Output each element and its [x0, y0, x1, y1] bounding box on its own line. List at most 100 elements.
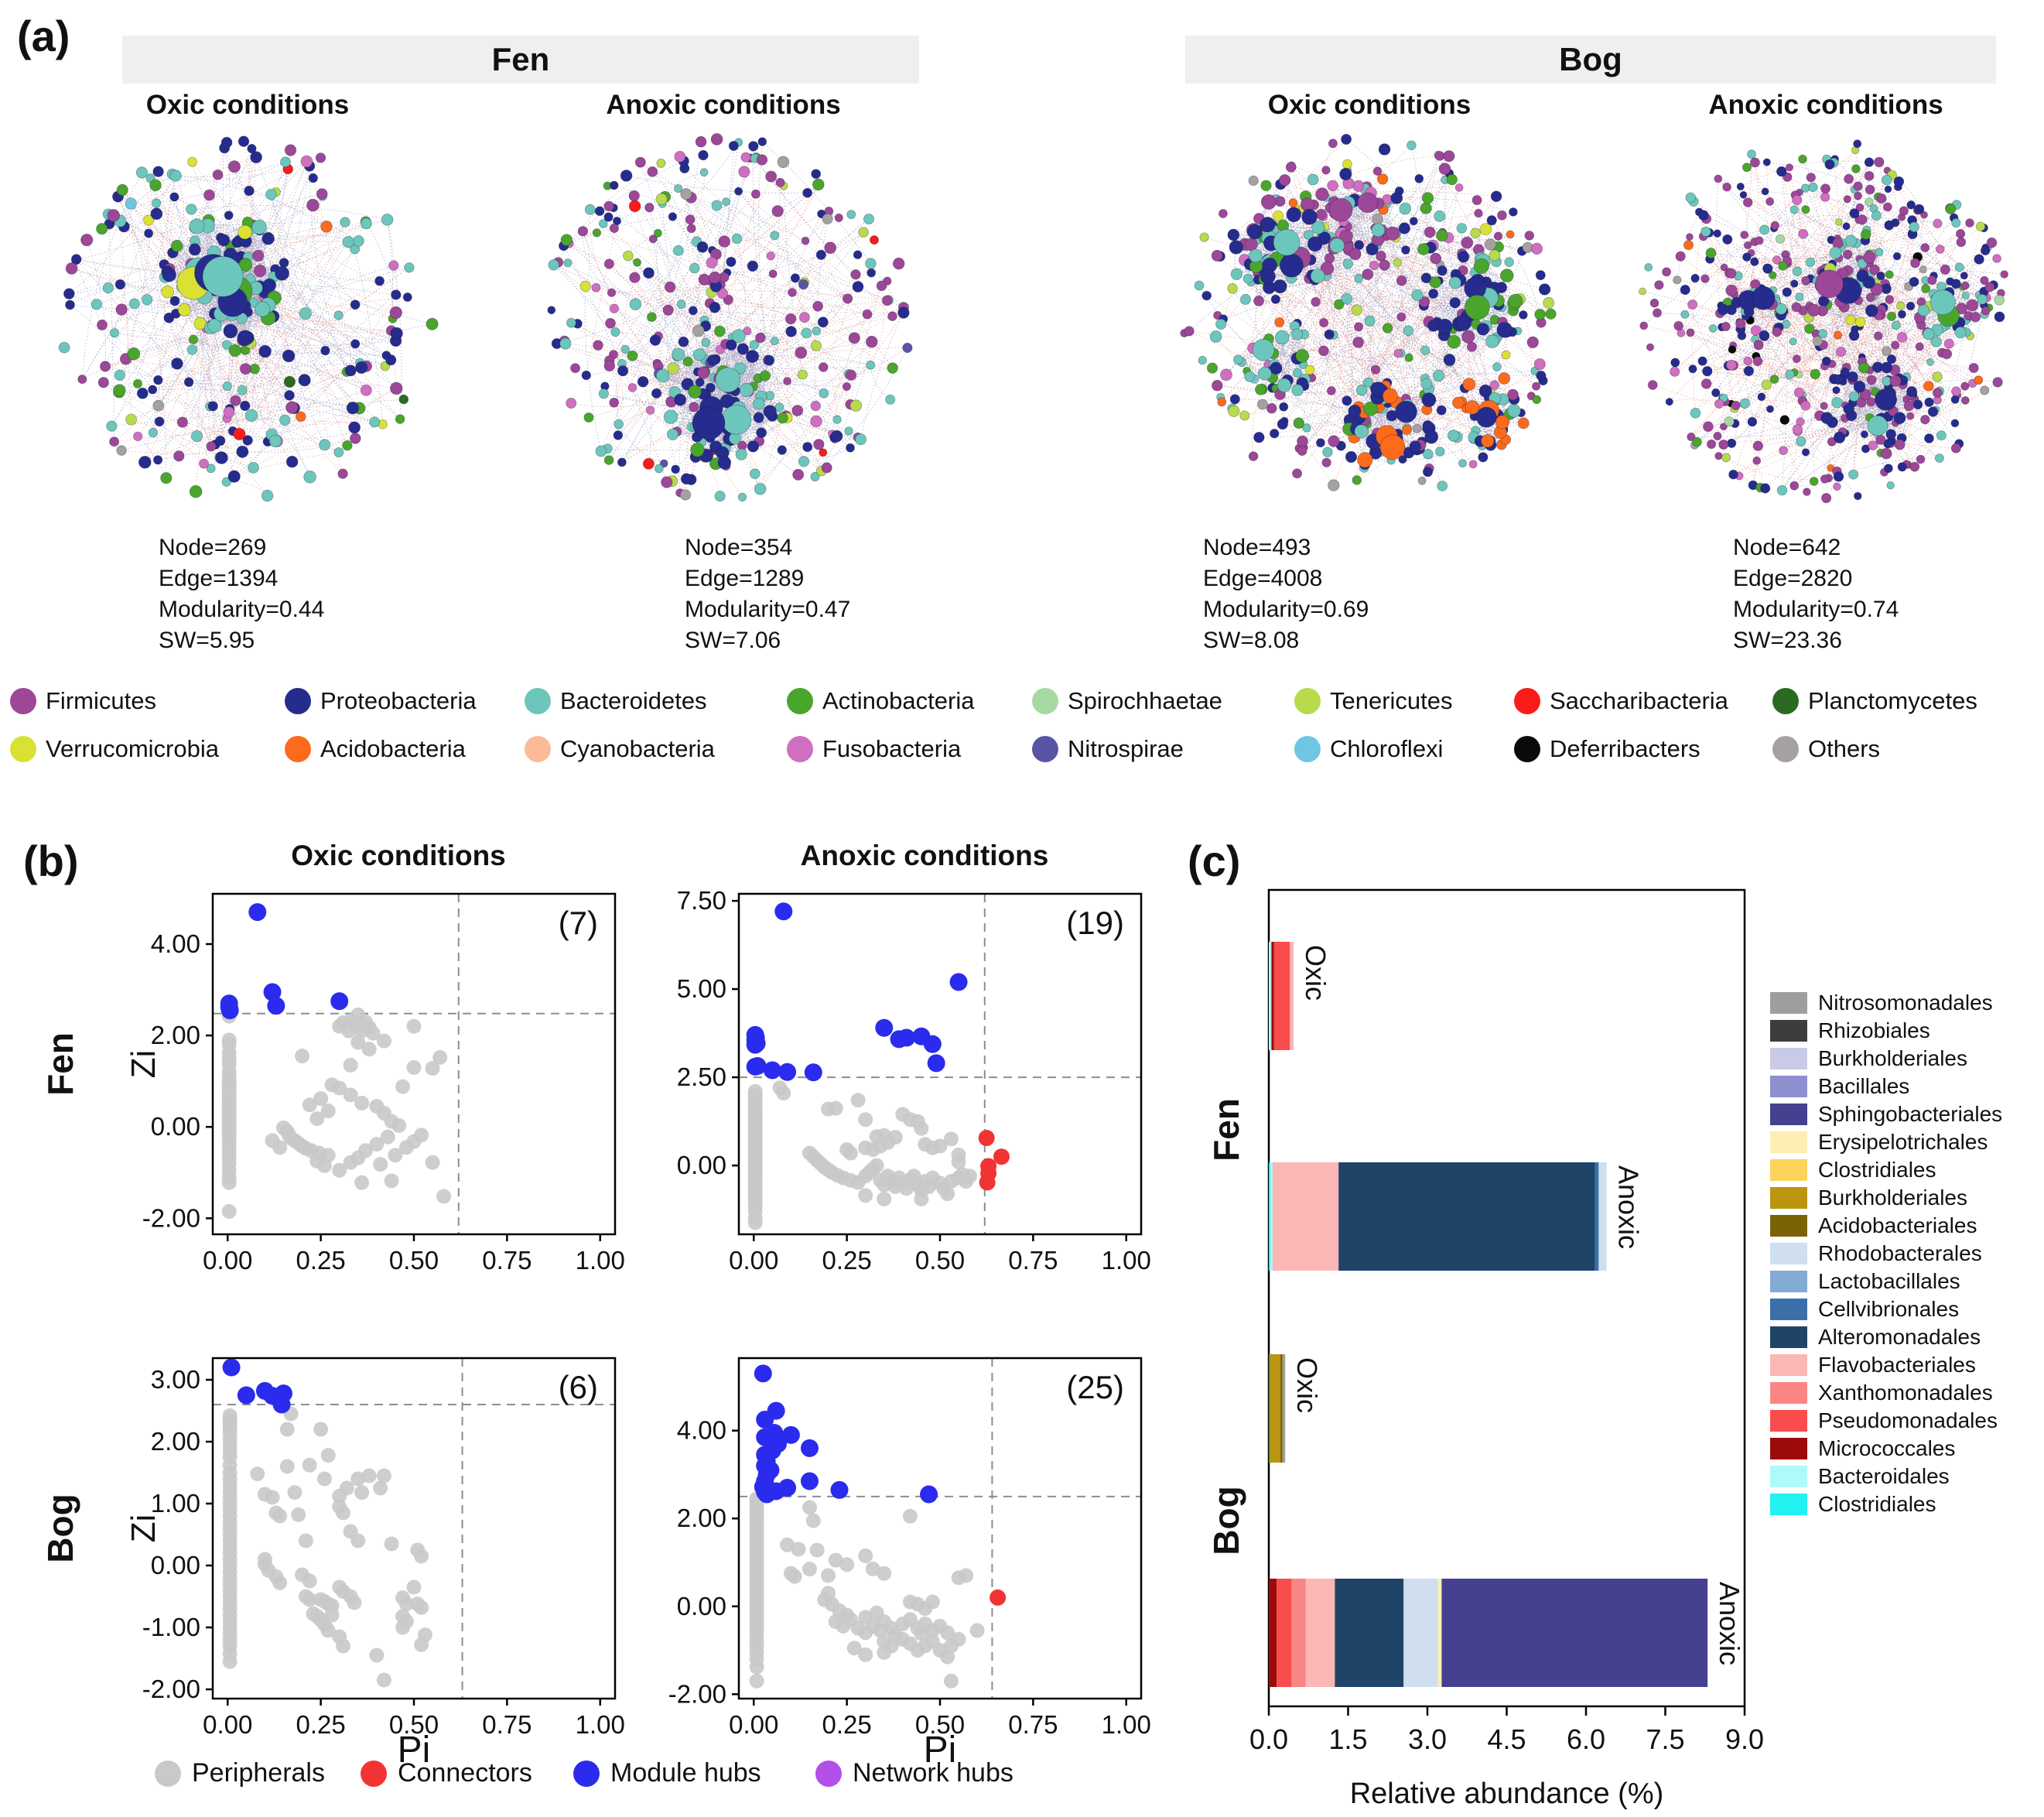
order-label: Erysipelotrichales — [1818, 1130, 1988, 1154]
phylum-color-dot-icon — [1772, 736, 1799, 762]
order-legend-item: Flavobacteriales — [1770, 1353, 1976, 1377]
order-label: Cellvibrionales — [1818, 1297, 1960, 1321]
order-label: Alteromonadales — [1818, 1325, 1981, 1349]
order-label: Rhodobacterales — [1818, 1241, 1982, 1265]
order-color-swatch-icon — [1770, 1438, 1807, 1459]
order-label: Burkholderiales — [1818, 1186, 1967, 1210]
order-legend-item: Burkholderiales — [1770, 1046, 1967, 1071]
phylum-color-dot-icon — [1032, 736, 1058, 762]
svg-text:0.50: 0.50 — [915, 1710, 965, 1739]
phyla-legend-item: Actinobacteria — [787, 687, 974, 715]
svg-text:0.00: 0.00 — [729, 1246, 778, 1275]
svg-text:1.00: 1.00 — [1102, 1246, 1151, 1275]
panel-b-label: (b) — [23, 837, 79, 885]
phyla-legend-item: Proteobacteria — [285, 687, 477, 715]
hub-type-label: Module hubs — [610, 1758, 761, 1788]
svg-text:1.00: 1.00 — [576, 1246, 625, 1275]
network-graph-fen-oxic — [58, 135, 439, 502]
svg-text:Anoxic: Anoxic — [1714, 1582, 1745, 1665]
svg-text:3.0: 3.0 — [1408, 1723, 1447, 1755]
network-graph-bog-anoxic — [1638, 139, 2009, 504]
network-stats-fen-anoxic: Node=354 Edge=1289 Modularity=0.47 SW=7.… — [685, 532, 850, 656]
svg-text:Zi: Zi — [125, 1514, 162, 1543]
network-title-fen-oxic: Oxic conditions — [145, 90, 350, 120]
scatter-fen-anoxic: 0.00 0.25 0.50 0.75 1.00 7.50 5.00 2.50 0.00 (19) — [677, 886, 1151, 1275]
stat-modularity: Modularity=0.69 — [1203, 597, 1369, 622]
phylum-label: Acidobacteria — [320, 735, 466, 762]
svg-text:Anoxic: Anoxic — [1613, 1165, 1645, 1249]
phyla-legend-item: Bacteroidetes — [525, 687, 707, 715]
phylum-label: Nitrospirae — [1068, 735, 1184, 762]
phylum-label: Tenericutes — [1330, 687, 1453, 714]
svg-text:0.50: 0.50 — [389, 1710, 439, 1739]
svg-text:Pi: Pi — [398, 1730, 431, 1764]
svg-text:0.00: 0.00 — [151, 1112, 200, 1141]
svg-text:0.25: 0.25 — [822, 1710, 872, 1739]
svg-text:2.50: 2.50 — [677, 1062, 726, 1091]
order-label: Burkholderiales — [1818, 1046, 1967, 1070]
phylum-label: Proteobacteria — [320, 687, 477, 714]
svg-text:0.25: 0.25 — [296, 1710, 346, 1739]
order-legend-item: Lactobacillales — [1770, 1269, 1960, 1294]
scatter-fen-oxic: 0.00 0.25 0.50 0.75 1.004.002.000.00-2.00(7)… — [125, 892, 625, 1275]
phylum-label: Firmicutes — [46, 687, 156, 714]
phyla-legend-item: Firmicutes — [10, 687, 156, 715]
order-legend-item: Bacteroidales — [1770, 1464, 1950, 1489]
stat-edge: Edge=2820 — [1733, 566, 1853, 591]
phylum-color-dot-icon — [1032, 688, 1058, 714]
svg-text:0.75: 0.75 — [1008, 1710, 1058, 1739]
order-legend-item: Erysipelotrichales — [1770, 1130, 1988, 1155]
order-color-swatch-icon — [1770, 1215, 1807, 1237]
hub-type-label: Peripherals — [192, 1758, 325, 1788]
svg-text:0.75: 0.75 — [482, 1246, 532, 1275]
phylum-color-dot-icon — [1294, 688, 1321, 714]
network-graph-fen-anoxic — [547, 133, 913, 502]
svg-text:0.50: 0.50 — [915, 1246, 965, 1275]
phylum-color-dot-icon — [1294, 736, 1321, 762]
order-label: Bacillales — [1818, 1074, 1910, 1098]
order-color-swatch-icon — [1770, 1020, 1807, 1042]
svg-text:9.0: 9.0 — [1725, 1723, 1764, 1755]
phyla-legend-item: Chloroflexi — [1294, 735, 1443, 763]
stat-sw: SW=7.06 — [685, 628, 781, 653]
svg-text:Oxic: Oxic — [1300, 945, 1331, 1001]
svg-text:1.00: 1.00 — [1102, 1710, 1151, 1739]
svg-text:-2.00: -2.00 — [142, 1203, 200, 1232]
phylum-color-dot-icon — [787, 736, 813, 762]
order-label: Flavobacteriales — [1818, 1353, 1976, 1377]
svg-text:0.25: 0.25 — [822, 1246, 872, 1275]
order-legend-item: Xanthomonadales — [1770, 1381, 1993, 1405]
svg-text:0.00: 0.00 — [677, 1151, 726, 1179]
svg-text:-2.00: -2.00 — [668, 1679, 726, 1708]
phylum-color-dot-icon — [525, 688, 551, 714]
hub-type-legend-item: Connectors — [361, 1758, 532, 1788]
phylum-color-dot-icon — [787, 688, 813, 714]
phyla-legend-item: Fusobacteria — [787, 735, 961, 763]
order-color-swatch-icon — [1770, 992, 1807, 1014]
order-legend-item: Nitrosomonadales — [1770, 991, 1993, 1015]
svg-text:6.0: 6.0 — [1567, 1723, 1605, 1755]
svg-text:1.00: 1.00 — [576, 1710, 625, 1739]
order-legend-item: Rhodobacterales — [1770, 1241, 1982, 1266]
phylum-color-dot-icon — [285, 688, 311, 714]
order-label: Clostridiales — [1818, 1492, 1936, 1516]
order-legend-item: Clostridiales — [1770, 1492, 1936, 1517]
order-color-swatch-icon — [1770, 1354, 1807, 1376]
phylum-label: Actinobacteria — [822, 687, 975, 714]
order-color-swatch-icon — [1770, 1104, 1807, 1125]
svg-text:4.5: 4.5 — [1487, 1723, 1526, 1755]
svg-text:1.00: 1.00 — [151, 1489, 200, 1518]
stat-edge: Edge=1394 — [159, 566, 279, 591]
phyla-legend-item: Deferribacters — [1514, 735, 1700, 763]
stat-modularity: Modularity=0.47 — [685, 597, 851, 622]
phyla-legend-item: Others — [1772, 735, 1880, 763]
svg-text:Relative abundance (%): Relative abundance (%) — [1350, 1778, 1664, 1810]
order-color-swatch-icon — [1770, 1466, 1807, 1487]
network-stats-bog-anoxic: Node=642 Edge=2820 Modularity=0.74 SW=23… — [1733, 532, 1899, 656]
hub-type-legend-item: Module hubs — [573, 1758, 761, 1788]
stat-node: Node=493 — [1203, 535, 1311, 560]
svg-text:(25): (25) — [1066, 1369, 1124, 1405]
svg-text:0.50: 0.50 — [389, 1246, 439, 1275]
svg-text:Zi: Zi — [125, 1050, 162, 1079]
